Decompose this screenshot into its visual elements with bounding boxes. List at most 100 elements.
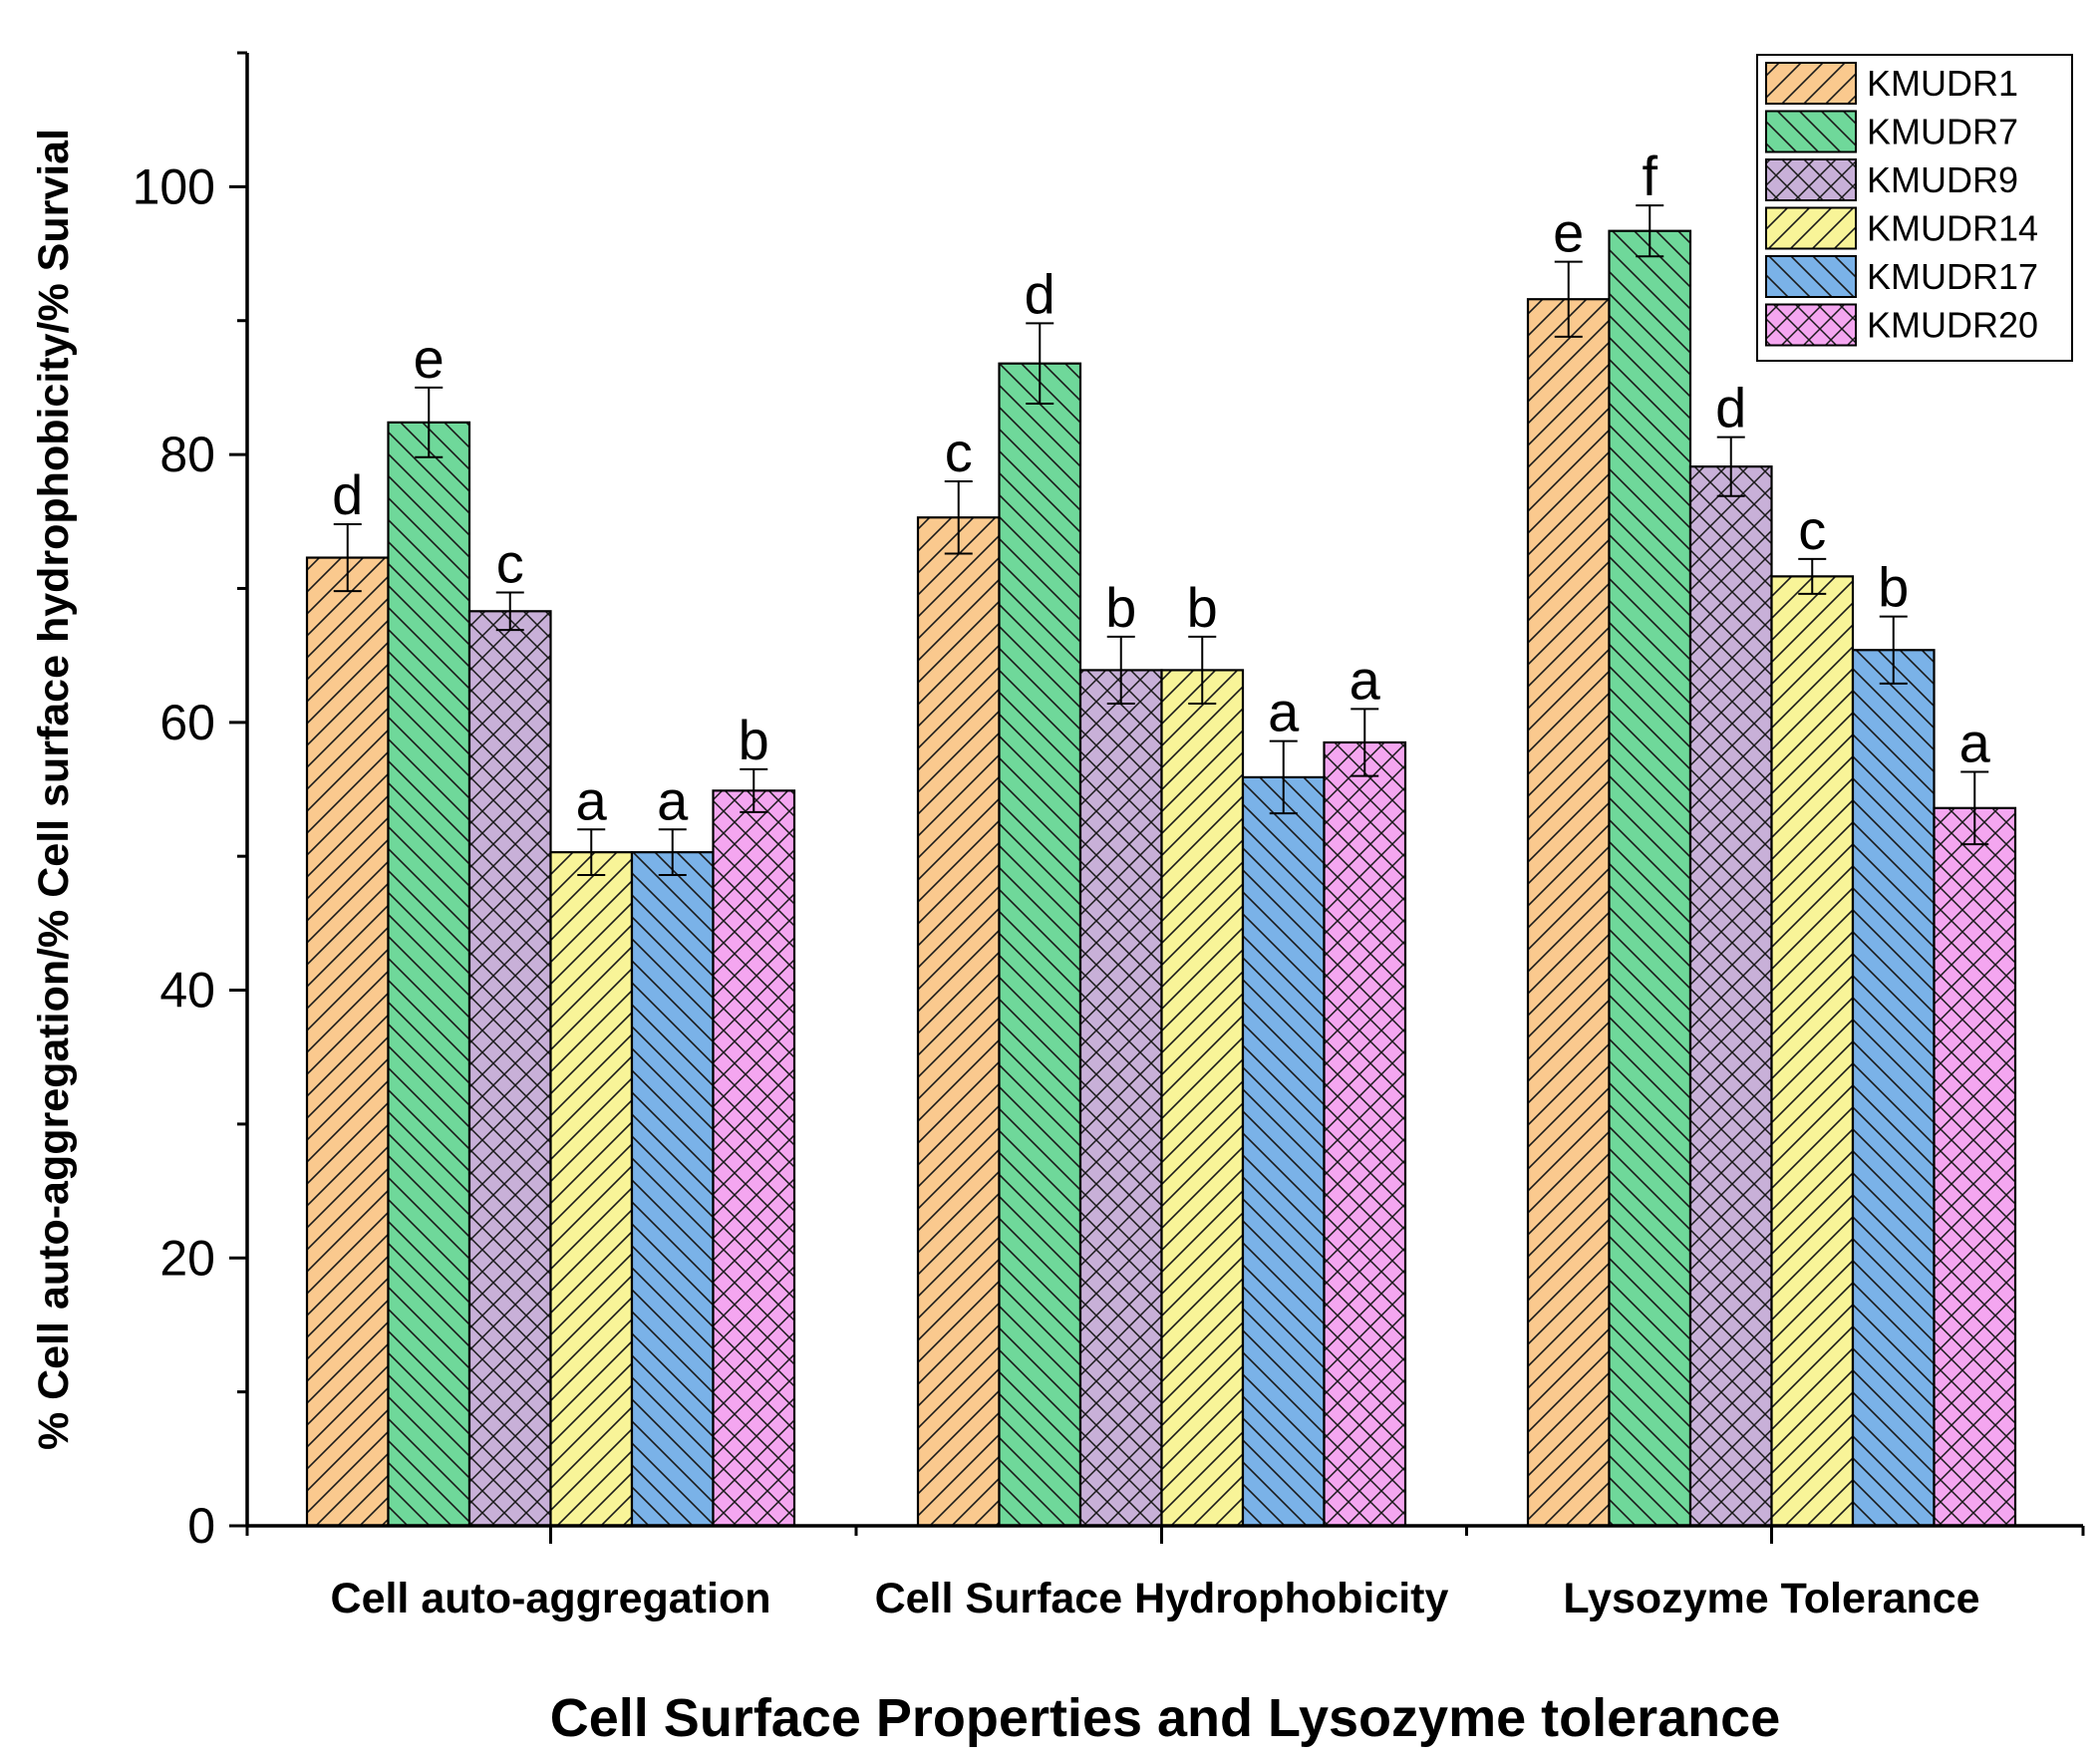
y-tick-label-60: 60 xyxy=(159,695,215,750)
sig-letter-kmudr20-2: a xyxy=(1350,648,1381,711)
legend-label: KMUDR20 xyxy=(1867,305,2038,346)
error-bars-layer xyxy=(333,204,1989,876)
bar-kmudr14-3 xyxy=(1770,575,1855,1528)
sig-letter-kmudr20-3: a xyxy=(1959,712,1991,774)
bar-kmudr14-2-hatch xyxy=(1160,669,1245,1528)
legend-item-kmudr17: KMUDR17 xyxy=(1765,255,2038,298)
legend-swatch-hatch xyxy=(1765,110,1857,153)
bar-kmudr9-3-hatch xyxy=(1688,465,1773,1528)
y-tick-label-80: 80 xyxy=(159,427,215,482)
bar-kmudr17-2-hatch xyxy=(1241,775,1326,1528)
sig-letter-kmudr17-2: a xyxy=(1268,681,1300,743)
error-bar-kmudr9-2 xyxy=(1106,635,1135,706)
y-tick-label-0: 0 xyxy=(187,1498,215,1554)
x-tick-label-3: Lysozyme Tolerance xyxy=(1563,1575,1979,1622)
y-axis-title: % Cell auto-aggregation/% Cell surface h… xyxy=(30,129,78,1450)
bar-kmudr1-3-hatch xyxy=(1526,298,1611,1528)
bar-kmudr7-1 xyxy=(387,421,471,1528)
bar-kmudr7-2 xyxy=(998,362,1082,1528)
y-ticks: 0 20 40 60 80 100 xyxy=(133,51,247,1554)
legend-swatch-hatch xyxy=(1765,158,1857,201)
sig-letter-kmudr7-2: d xyxy=(1025,262,1055,325)
bar-kmudr9-3 xyxy=(1688,465,1773,1528)
error-bar-kmudr20-3 xyxy=(1960,770,1989,846)
bar-kmudr17-1-hatch xyxy=(630,851,715,1528)
bar-kmudr7-2-hatch xyxy=(998,362,1082,1528)
legend-swatch-hatch xyxy=(1765,62,1857,105)
sig-letter-kmudr9-1: c xyxy=(496,531,524,594)
bar-kmudr1-1 xyxy=(305,556,390,1528)
bar-kmudr17-2 xyxy=(1241,775,1326,1528)
bar-kmudr9-2 xyxy=(1078,669,1163,1528)
sig-letter-kmudr17-1: a xyxy=(657,768,689,831)
y-tick-label-20: 20 xyxy=(159,1230,215,1286)
error-bar-kmudr9-3 xyxy=(1716,436,1745,497)
legend-label: KMUDR9 xyxy=(1867,159,2018,200)
bar-kmudr20-1 xyxy=(712,789,796,1528)
bar-kmudr1-2-hatch xyxy=(916,516,1001,1528)
bar-kmudr14-1-hatch xyxy=(549,851,634,1528)
legend-swatch-hatch xyxy=(1765,255,1857,298)
sig-letter-kmudr1-3: e xyxy=(1553,201,1584,264)
sig-letter-kmudr9-2: b xyxy=(1105,576,1136,639)
legend-item-kmudr1: KMUDR1 xyxy=(1765,62,2018,105)
error-bar-kmudr7-2 xyxy=(1026,322,1054,406)
bar-kmudr9-1-hatch xyxy=(467,610,552,1528)
y-tick-label-100: 100 xyxy=(133,158,215,214)
error-bar-kmudr7-3 xyxy=(1636,204,1664,258)
legend-label: KMUDR7 xyxy=(1867,112,2018,152)
legend-label: KMUDR17 xyxy=(1867,256,2038,297)
sig-letter-kmudr14-2: b xyxy=(1187,576,1218,639)
bar-kmudr9-2-hatch xyxy=(1078,669,1163,1528)
bar-kmudr7-1-hatch xyxy=(387,421,471,1528)
error-bar-kmudr1-1 xyxy=(333,522,362,593)
bar-kmudr1-3 xyxy=(1526,298,1611,1528)
sig-letter-kmudr9-3: d xyxy=(1715,377,1746,440)
error-bar-kmudr20-2 xyxy=(1350,708,1379,777)
bar-kmudr20-1-hatch xyxy=(712,789,796,1528)
x-tick-label-1: Cell auto-aggregation xyxy=(331,1575,771,1622)
bar-kmudr1-1-hatch xyxy=(305,556,390,1528)
error-bar-kmudr17-2 xyxy=(1269,739,1298,815)
sig-letter-kmudr1-2: c xyxy=(945,421,973,483)
legend-item-kmudr20: KMUDR20 xyxy=(1765,303,2038,347)
bar-kmudr14-1 xyxy=(549,851,634,1528)
bars-layer xyxy=(305,229,2017,1528)
bar-kmudr7-3 xyxy=(1608,229,1692,1528)
bar-kmudr17-3-hatch xyxy=(1851,649,1936,1528)
legend-item-kmudr7: KMUDR7 xyxy=(1765,110,2018,153)
error-bar-kmudr14-1 xyxy=(577,828,606,876)
legend-label: KMUDR14 xyxy=(1867,208,2038,249)
legend-label: KMUDR1 xyxy=(1867,63,2018,104)
bar-kmudr17-3 xyxy=(1851,649,1936,1528)
error-bar-kmudr20-1 xyxy=(740,767,768,813)
sig-letter-kmudr14-1: a xyxy=(576,768,608,831)
legend: KMUDR1 KMUDR7 KMUDR9 KMUDR14 KMUDR17 KMUDR20 xyxy=(1756,54,2073,362)
legend-item-kmudr14: KMUDR14 xyxy=(1765,206,2038,250)
bar-kmudr20-2-hatch xyxy=(1323,740,1407,1528)
error-bar-kmudr17-1 xyxy=(658,828,687,876)
bar-kmudr14-2 xyxy=(1160,669,1245,1528)
sig-letter-kmudr7-3: f xyxy=(1642,145,1657,207)
bar-kmudr20-3-hatch xyxy=(1933,806,2017,1528)
bar-kmudr20-3 xyxy=(1933,806,2017,1528)
bar-kmudr1-2 xyxy=(916,516,1001,1528)
bar-kmudr14-3-hatch xyxy=(1770,575,1855,1528)
error-bar-kmudr7-1 xyxy=(415,386,444,458)
error-bar-kmudr14-2 xyxy=(1188,635,1217,706)
bar-kmudr7-3-hatch xyxy=(1608,229,1692,1528)
legend-swatch-hatch xyxy=(1765,206,1857,250)
sig-letter-kmudr14-3: c xyxy=(1798,498,1826,561)
x-axis-title: Cell Surface Properties and Lysozyme tol… xyxy=(550,1688,1780,1748)
error-bar-kmudr1-2 xyxy=(944,479,973,555)
x-ticks: Cell auto-aggregation Cell Surface Hydrop… xyxy=(245,1526,2085,1622)
sig-letter-kmudr7-1: e xyxy=(414,327,445,390)
error-bar-kmudr9-1 xyxy=(495,591,524,632)
bar-kmudr17-1 xyxy=(630,851,715,1528)
sig-letter-kmudr20-1: b xyxy=(739,709,769,771)
error-bar-kmudr17-3 xyxy=(1879,615,1908,685)
bar-kmudr20-2 xyxy=(1323,740,1407,1528)
